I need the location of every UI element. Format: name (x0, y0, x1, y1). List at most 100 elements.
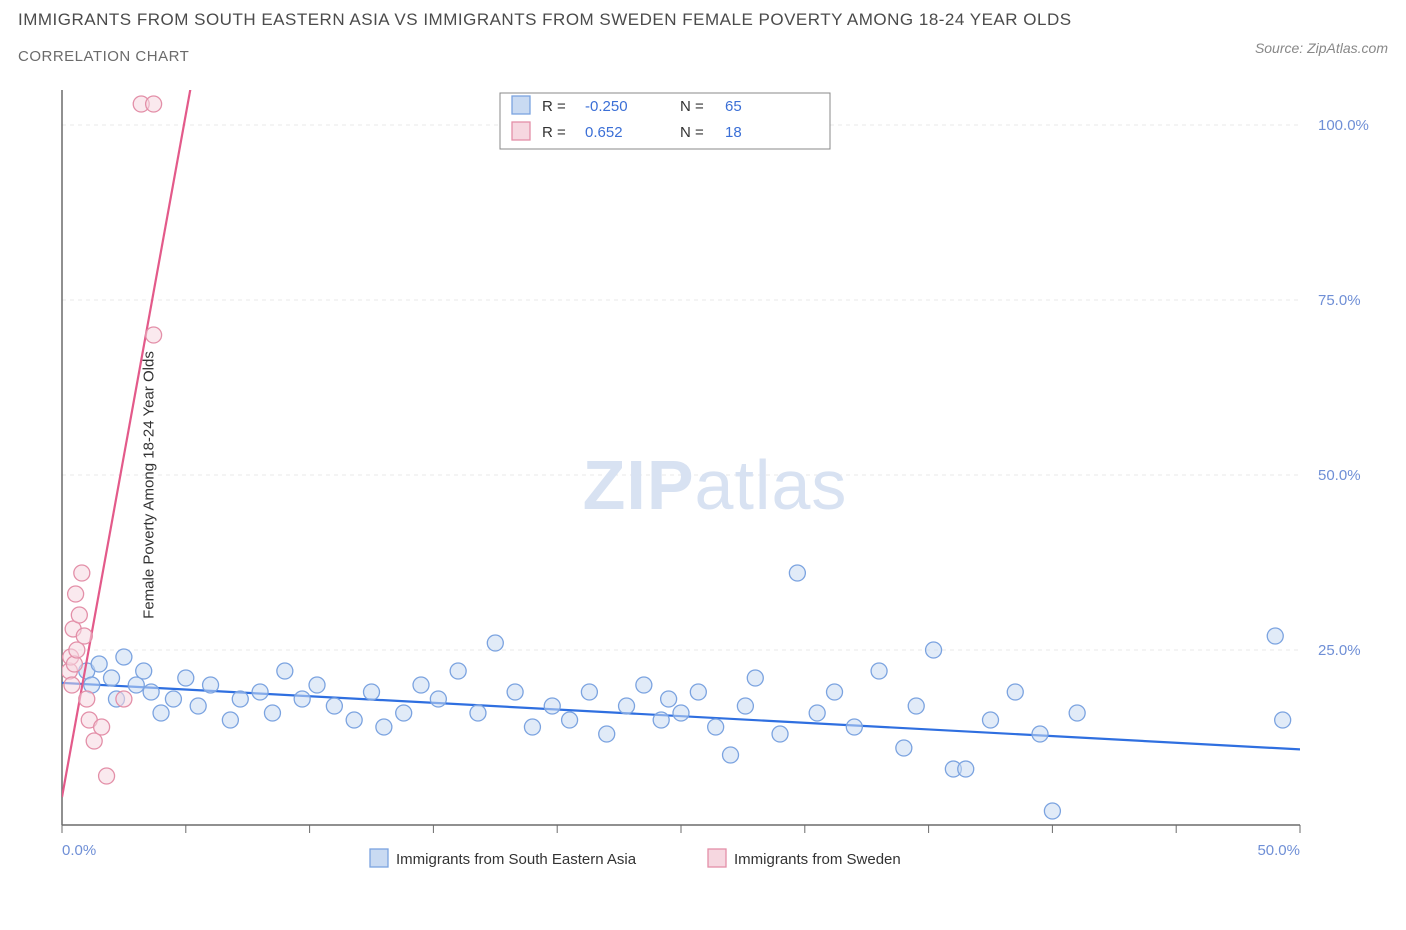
data-point (413, 677, 429, 693)
legend-swatch (512, 96, 530, 114)
data-point (64, 677, 80, 693)
data-point (91, 656, 107, 672)
data-point (636, 677, 652, 693)
data-point (896, 740, 912, 756)
data-point (908, 698, 924, 714)
legend-swatch (512, 122, 530, 140)
legend-n-label: N = (680, 98, 704, 115)
data-point (619, 698, 635, 714)
legend-n-value: 18 (725, 124, 742, 141)
data-point (190, 698, 206, 714)
y-axis-label: Female Poverty Among 18-24 Year Olds (140, 351, 157, 619)
legend-series-label: Immigrants from Sweden (734, 851, 901, 868)
scatter-chart: 25.0% 50.0% 75.0% 100.0% 0.0% 50.0% R = -0.250 N… (50, 85, 1380, 885)
data-point (544, 698, 560, 714)
data-point (79, 691, 95, 707)
data-point (809, 705, 825, 721)
data-point (309, 677, 325, 693)
data-point (252, 684, 268, 700)
data-point (99, 768, 115, 784)
data-point (71, 607, 87, 623)
data-point (153, 705, 169, 721)
data-point (203, 677, 219, 693)
data-point (116, 649, 132, 665)
y-tick-label: 25.0% (1318, 642, 1361, 659)
source-label: Source: ZipAtlas.com (1255, 40, 1388, 56)
data-point (983, 712, 999, 728)
data-point (673, 705, 689, 721)
data-point (396, 705, 412, 721)
legend-r-value: 0.652 (585, 124, 623, 141)
data-point (958, 761, 974, 777)
legend-n-value: 65 (725, 98, 742, 115)
data-point (346, 712, 362, 728)
data-point (871, 663, 887, 679)
legend-r-label: R = (542, 124, 566, 141)
data-point (326, 698, 342, 714)
data-point (926, 642, 942, 658)
data-point (277, 663, 293, 679)
data-point (294, 691, 310, 707)
data-point (1069, 705, 1085, 721)
data-point (507, 684, 523, 700)
series-group (62, 565, 1300, 819)
data-point (1044, 803, 1060, 819)
data-point (487, 635, 503, 651)
data-point (178, 670, 194, 686)
data-point (165, 691, 181, 707)
data-point (94, 719, 110, 735)
chart-area: Female Poverty Among 18-24 Year Olds ZIP… (50, 85, 1380, 885)
data-point (143, 684, 159, 700)
data-point (1032, 726, 1048, 742)
data-point (68, 586, 84, 602)
y-tick-label: 100.0% (1318, 117, 1369, 134)
data-point (1267, 628, 1283, 644)
data-point (222, 712, 238, 728)
series-group (61, 85, 1300, 797)
data-point (737, 698, 753, 714)
data-point (747, 670, 763, 686)
data-point (136, 663, 152, 679)
data-point (1275, 712, 1291, 728)
data-point (76, 628, 92, 644)
data-point (364, 684, 380, 700)
legend-r-label: R = (542, 98, 566, 115)
data-point (690, 684, 706, 700)
legend-series-label: Immigrants from South Eastern Asia (396, 851, 637, 868)
data-point (146, 96, 162, 112)
data-point (74, 565, 90, 581)
data-point (1007, 684, 1023, 700)
bottom-legend: Immigrants from South Eastern Asia Immigr… (370, 849, 901, 868)
data-point (430, 691, 446, 707)
data-point (653, 712, 669, 728)
data-point (846, 719, 862, 735)
x-tick-label: 50.0% (1257, 842, 1300, 859)
data-point (661, 691, 677, 707)
data-point (66, 656, 82, 672)
data-point (599, 726, 615, 742)
legend-swatch (370, 849, 388, 867)
data-point (581, 684, 597, 700)
chart-title: IMMIGRANTS FROM SOUTH EASTERN ASIA VS IM… (18, 10, 1388, 30)
data-point (116, 691, 132, 707)
data-point (708, 719, 724, 735)
data-point (524, 719, 540, 735)
data-point (772, 726, 788, 742)
data-point (562, 712, 578, 728)
legend-r-value: -0.250 (585, 98, 628, 115)
data-point (232, 691, 248, 707)
data-point (450, 663, 466, 679)
legend-n-label: N = (680, 124, 704, 141)
data-point (789, 565, 805, 581)
legend-swatch (708, 849, 726, 867)
y-tick-label: 75.0% (1318, 292, 1361, 309)
data-point (470, 705, 486, 721)
data-point (376, 719, 392, 735)
header: IMMIGRANTS FROM SOUTH EASTERN ASIA VS IM… (18, 10, 1388, 65)
x-tick-label: 0.0% (62, 842, 96, 859)
trend-line (62, 85, 1300, 797)
y-tick-label: 50.0% (1318, 467, 1361, 484)
chart-subtitle: CORRELATION CHART (18, 48, 1388, 65)
data-point (723, 747, 739, 763)
data-point (146, 327, 162, 343)
